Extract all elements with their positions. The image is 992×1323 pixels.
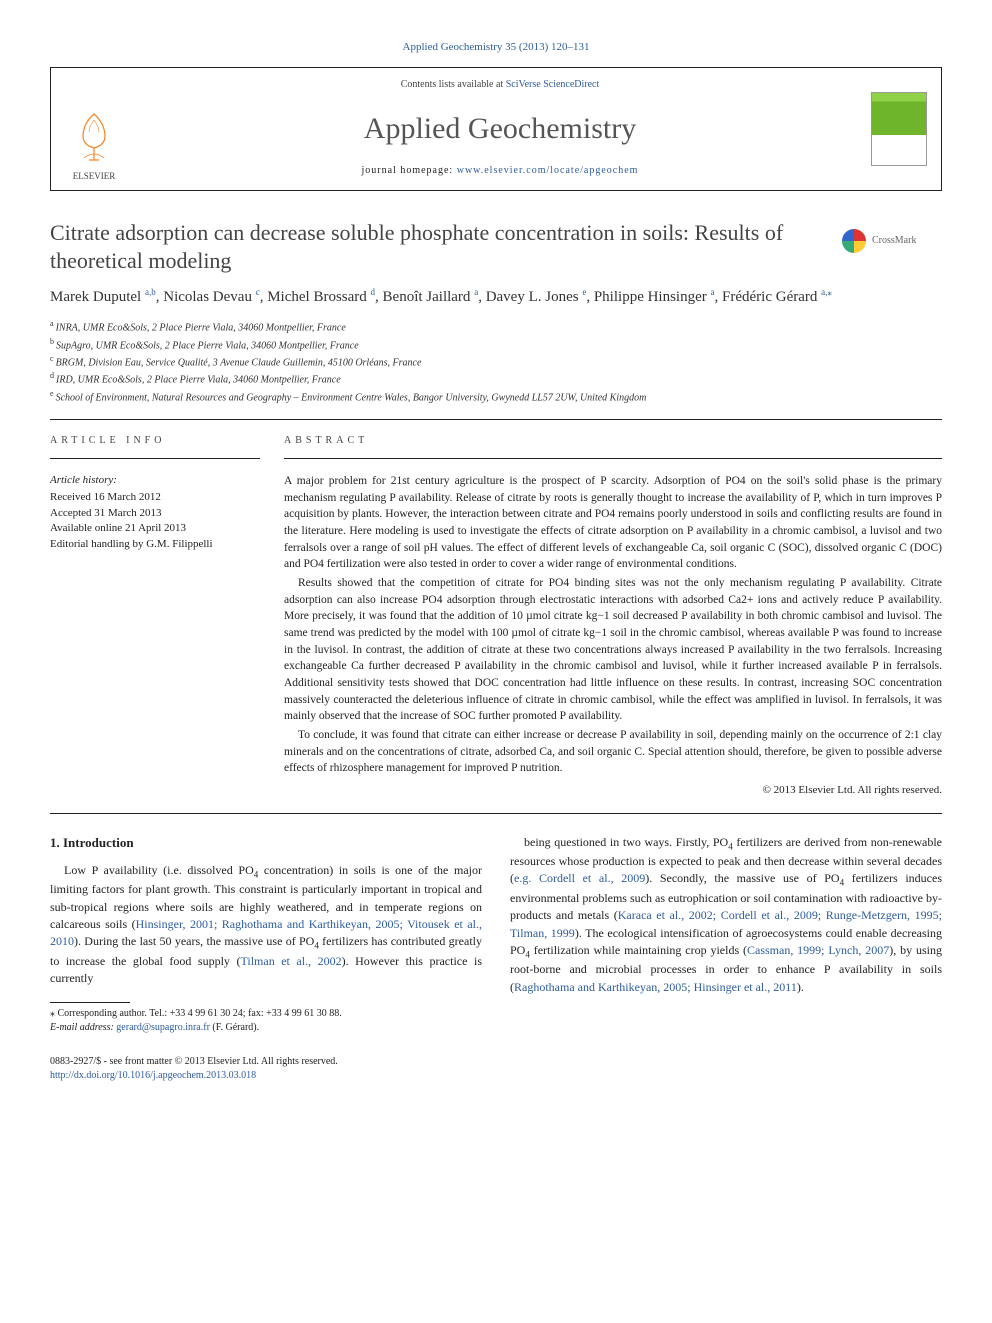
section-heading-intro: 1. Introduction: [50, 834, 482, 852]
journal-cover-thumb: [871, 92, 927, 166]
journal-citation[interactable]: Applied Geochemistry 35 (2013) 120–131: [50, 40, 942, 55]
publisher-name: ELSEVIER: [73, 170, 116, 183]
contents-line: Contents lists available at SciVerse Sci…: [137, 78, 863, 92]
divider: [50, 419, 942, 420]
crossmark-icon: [842, 229, 866, 253]
email-link[interactable]: gerard@supagro.inra.fr: [116, 1022, 210, 1033]
affiliations-block: a INRA, UMR Eco&Sols, 2 Place Pierre Via…: [50, 318, 942, 405]
footnote-divider: [50, 1002, 130, 1003]
abstract-label: ABSTRACT: [284, 434, 942, 448]
homepage-link[interactable]: www.elsevier.com/locate/apgeochem: [457, 165, 639, 176]
journal-header: ELSEVIER Contents lists available at Sci…: [50, 67, 942, 191]
authors-line: Marek Duputel a,b, Nicolas Devau c, Mich…: [50, 286, 942, 308]
article-info-label: ARTICLE INFO: [50, 434, 260, 448]
history-label: Article history:: [50, 473, 260, 488]
crossmark-label: CrossMark: [872, 234, 916, 248]
crossmark-badge[interactable]: CrossMark: [842, 225, 942, 257]
abstract-text: A major problem for 21st century agricul…: [284, 473, 942, 777]
email-line: E-mail address: gerard@supagro.inra.fr (…: [50, 1021, 482, 1035]
history-accepted: Accepted 31 March 2013: [50, 506, 260, 521]
intro-para-left: Low P availability (i.e. dissolved PO4 c…: [50, 862, 482, 988]
email-label: E-mail address:: [50, 1022, 114, 1033]
homepage-prefix: journal homepage:: [362, 165, 457, 176]
issn-line: 0883-2927/$ - see front matter © 2013 El…: [50, 1055, 942, 1069]
publisher-logo-block: ELSEVIER: [51, 68, 137, 190]
email-suffix: (F. Gérard).: [210, 1022, 259, 1033]
elsevier-tree-icon: [69, 110, 119, 168]
sciencedirect-link[interactable]: SciVerse ScienceDirect: [506, 79, 600, 90]
divider: [50, 458, 260, 459]
history-online: Available online 21 April 2013: [50, 521, 260, 536]
abstract-p3: To conclude, it was found that citrate c…: [284, 727, 942, 777]
contents-prefix: Contents lists available at: [401, 79, 506, 90]
corresponding-author-note: ⁎ Corresponding author. Tel.: +33 4 99 6…: [50, 1007, 482, 1021]
homepage-line: journal homepage: www.elsevier.com/locat…: [137, 164, 863, 178]
divider: [50, 813, 942, 814]
history-received: Received 16 March 2012: [50, 490, 260, 505]
abstract-p2: Results showed that the competition of c…: [284, 575, 942, 725]
article-title: Citrate adsorption can decrease soluble …: [50, 219, 810, 274]
journal-cover-block: [863, 68, 941, 190]
copyright-line: © 2013 Elsevier Ltd. All rights reserved…: [284, 783, 942, 798]
journal-title: Applied Geochemistry: [137, 108, 863, 150]
intro-para-right: being questioned in two ways. Firstly, P…: [510, 834, 942, 997]
history-editorial: Editorial handling by G.M. Filippelli: [50, 537, 260, 552]
bottom-meta: 0883-2927/$ - see front matter © 2013 El…: [50, 1055, 942, 1083]
doi-link[interactable]: http://dx.doi.org/10.1016/j.apgeochem.20…: [50, 1069, 942, 1083]
divider: [284, 458, 942, 459]
abstract-p1: A major problem for 21st century agricul…: [284, 473, 942, 573]
